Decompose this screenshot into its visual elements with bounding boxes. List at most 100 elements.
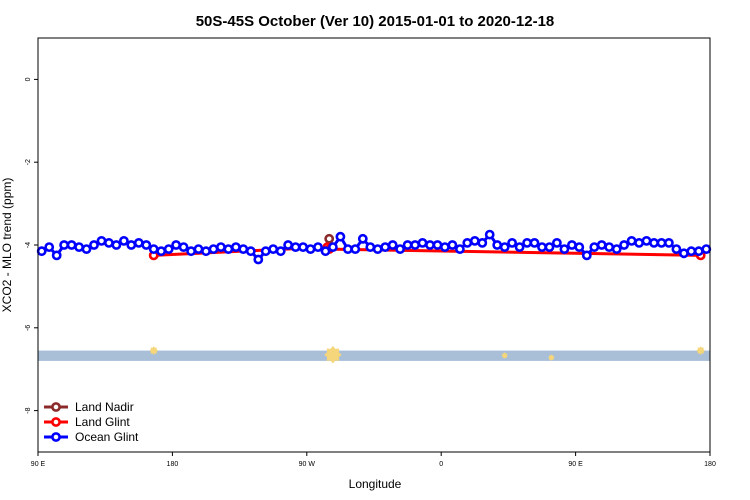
data-point [604,242,615,252]
band-marker-0 [149,346,159,355]
data-point [357,233,368,244]
data-point [574,242,585,252]
data-point [36,246,47,257]
data-point [671,244,682,254]
data-point [634,237,644,248]
data-point [126,240,137,250]
data-point [290,242,301,252]
data-point [664,237,674,248]
data-point [230,242,241,252]
data-point [111,240,122,250]
y-tick-label: -4 [25,242,32,248]
data-point [283,240,293,250]
data-point [469,235,480,246]
data-point [193,244,204,254]
data-point [499,242,510,252]
data-point [51,250,62,261]
data-point [148,244,159,254]
series-layer [36,229,712,265]
data-point [66,240,77,250]
data-point [693,246,704,257]
data-point [425,240,435,250]
x-tick-label: 180 [167,461,179,468]
data-point [201,246,211,257]
data-point [141,240,152,250]
data-point [298,242,308,252]
data-point [559,244,570,254]
data-point [245,246,256,257]
data-point [119,235,129,246]
x-tick-label: 90 E [31,461,46,468]
data-point [395,244,405,254]
legend-label: Land Glint [75,415,130,429]
legend-marker [51,417,61,427]
data-point [223,244,234,254]
data-point [171,240,181,250]
data-point [462,237,473,248]
data-point [133,237,144,248]
band-marker-1 [324,345,342,364]
data-point [514,242,525,252]
data-point [387,240,398,250]
legend-marker [51,432,61,442]
data-point [439,242,450,252]
legend-item: Land Nadir [44,400,134,414]
data-point [59,240,69,250]
data-point [163,244,174,254]
data-point [327,242,338,252]
band-marker-3 [548,354,555,361]
x-tick-label: 90 E [568,461,583,468]
x-tick-label: 0 [439,461,443,468]
data-point [596,240,607,250]
y-tick-label: 0 [25,77,32,81]
data-point [305,244,316,254]
data-point [686,246,697,257]
data-point [649,237,659,248]
legend-marker [51,402,61,412]
y-tick-label: -8 [25,407,32,413]
data-point [417,237,428,248]
data-point [365,242,376,252]
data-point [581,250,592,261]
band-marker-2 [501,352,508,359]
data-point [372,244,383,254]
y-tick-label: -6 [25,325,32,331]
data-point [215,242,226,252]
data-point [484,229,495,240]
data-point [402,240,413,250]
data-point [74,242,84,252]
x-tick-label: 90 W [299,461,316,468]
data-point [454,244,465,254]
data-point [260,246,271,257]
data-point [380,242,391,252]
data-point [611,244,622,254]
data-point [268,244,279,254]
series-0 [324,233,335,244]
data-point [529,237,540,248]
data-point [104,237,114,248]
legend-label: Land Nadir [75,400,134,414]
series-2 [36,229,712,265]
data-point [178,242,189,252]
legend-item: Ocean Glint [44,430,139,444]
data-point [313,242,323,252]
data-point [641,235,652,246]
data-point [156,246,167,257]
data-point [477,237,488,248]
chart-title: 50S-45S October (Ver 10) 2015-01-01 to 2… [196,13,555,30]
band-marker-4 [696,346,705,355]
data-point [81,244,92,254]
data-point [447,240,458,250]
y-axis-label: XCO2 - MLO trend (ppm) [0,178,14,313]
y-tick-label: -2 [25,159,32,165]
data-point [320,246,331,257]
data-point [619,240,629,250]
x-axis-label: Longitude [349,477,402,491]
data-point [552,237,562,248]
data-point [544,242,555,252]
data-point [626,235,637,246]
data-point [350,244,361,254]
data-point [324,233,335,244]
data-point [275,246,286,257]
